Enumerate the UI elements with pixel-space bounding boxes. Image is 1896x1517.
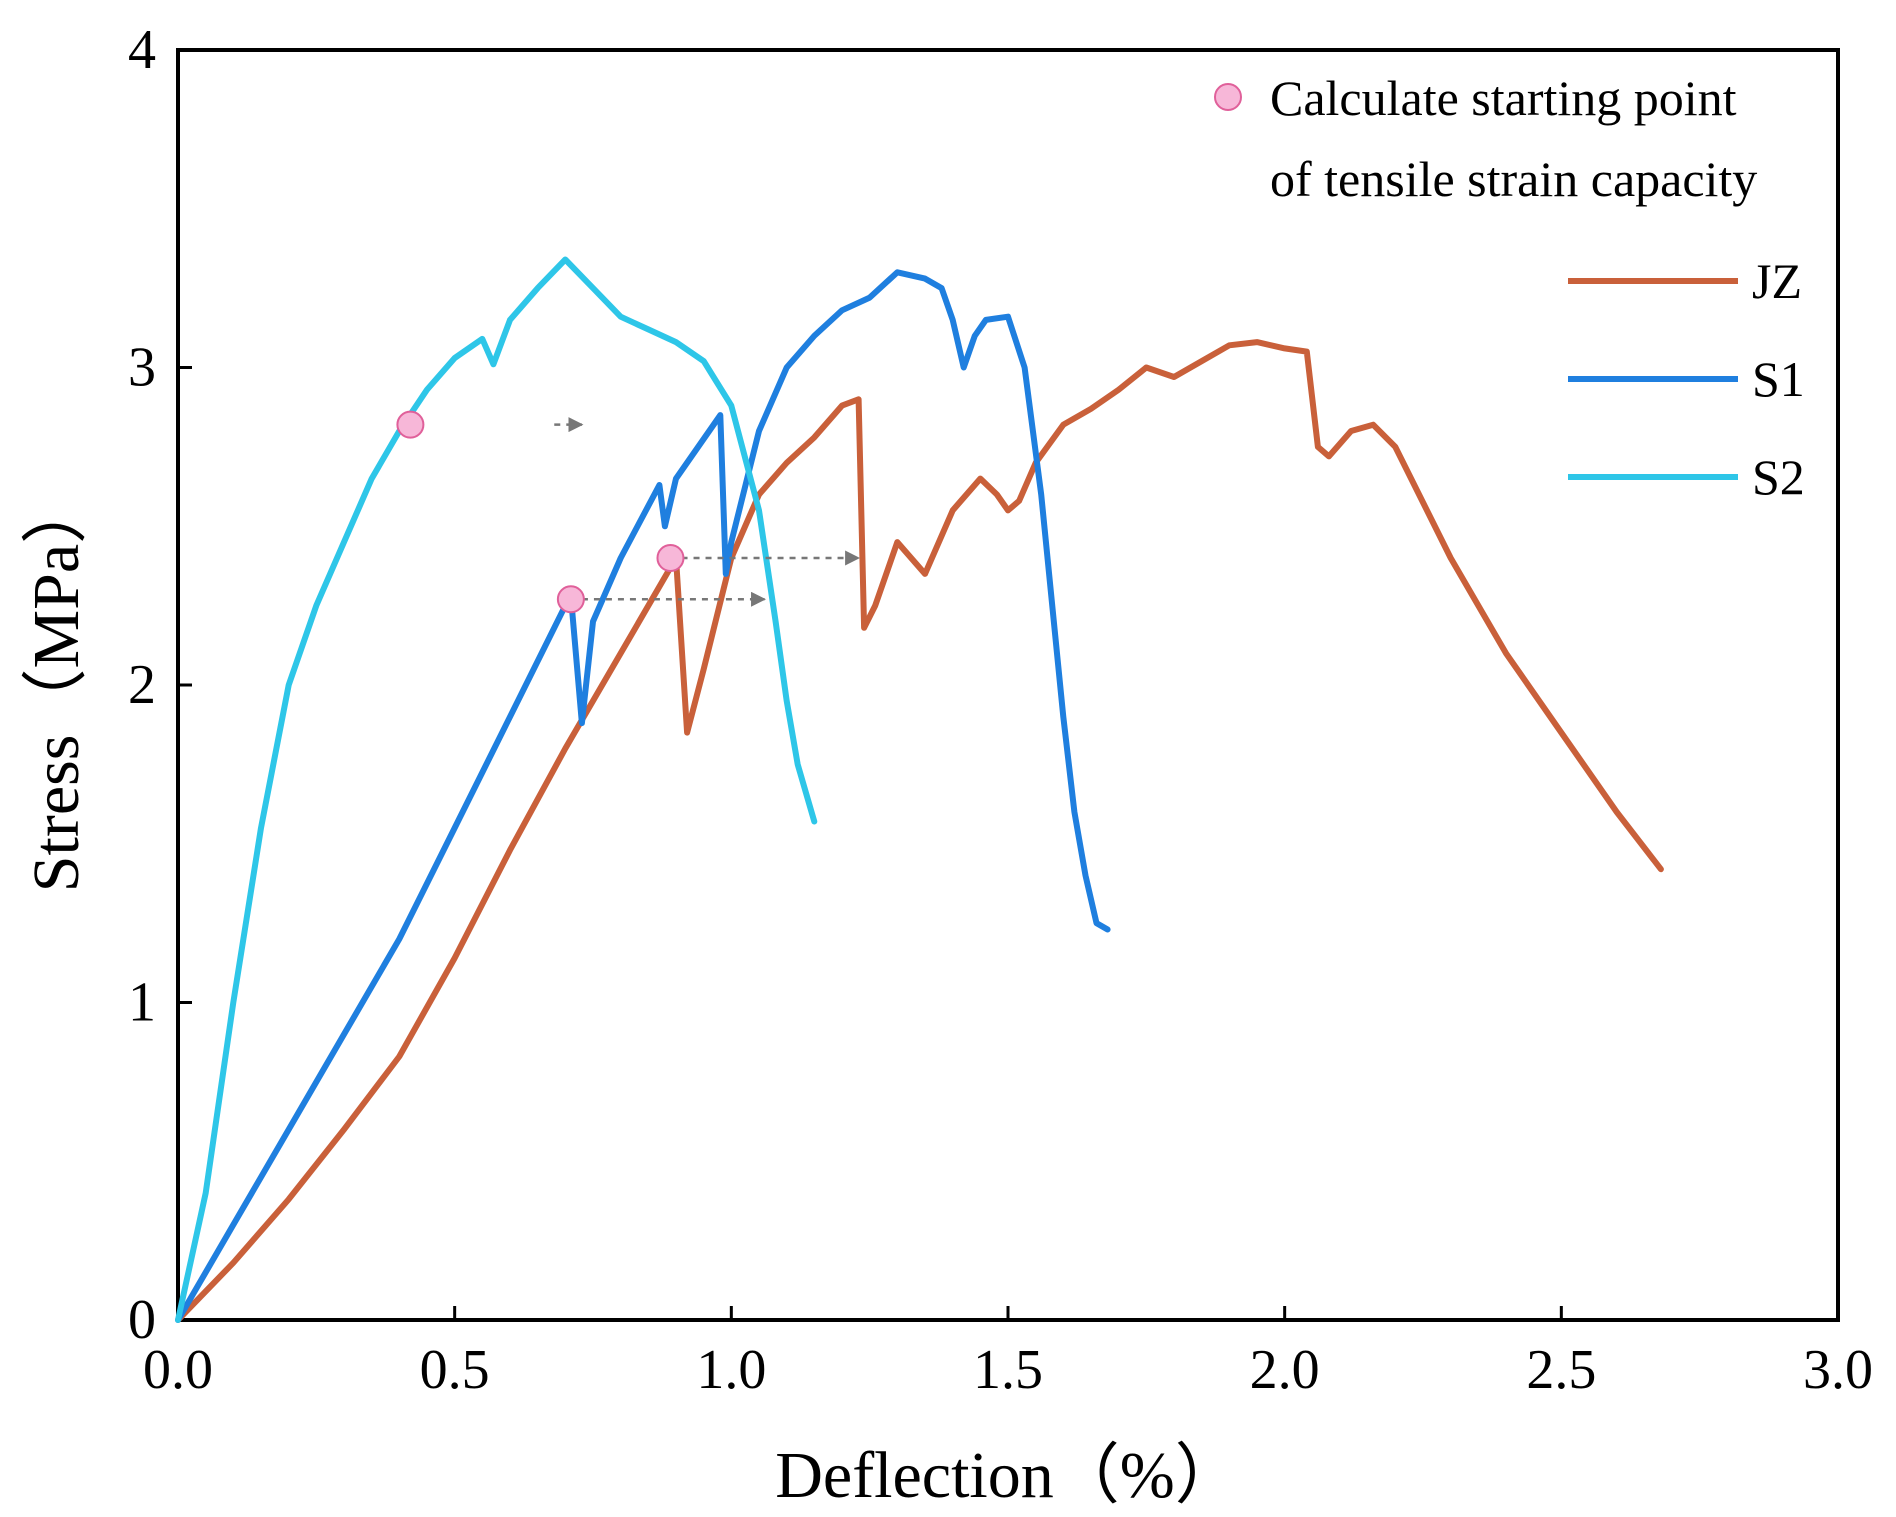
plot-frame bbox=[176, 48, 1840, 1322]
legend-label-s2: S2 bbox=[1752, 449, 1805, 505]
series-line-s2 bbox=[175, 256, 818, 1323]
x-tick-label: 1.5 bbox=[973, 1339, 1043, 1401]
series-line-jz bbox=[175, 339, 1664, 1323]
legend-marker-label-line2: of tensile strain capacity bbox=[1270, 151, 1757, 207]
x-tick-label: 0.5 bbox=[420, 1339, 490, 1401]
legend-label-jz: JZ bbox=[1752, 253, 1802, 309]
legend-marker-starting-point bbox=[1214, 83, 1242, 111]
y-tick-label: 0 bbox=[128, 1289, 156, 1351]
y-tick-label: 4 bbox=[128, 19, 156, 81]
axis-ticks: 0.0 0.5 1.0 1.5 2.0 2.5 3.0 0 1 2 3 4 bbox=[128, 19, 1873, 1401]
y-tick-label: 2 bbox=[128, 654, 156, 716]
starting-point-s2 bbox=[396, 410, 425, 439]
x-tick-label: 2.5 bbox=[1526, 1339, 1596, 1401]
series-line-s1 bbox=[175, 269, 1111, 1323]
y-tick-label: 1 bbox=[128, 972, 156, 1034]
arrow-annotations bbox=[554, 417, 861, 607]
x-axis-title: Deflection（%） bbox=[775, 1439, 1241, 1512]
starting-point-markers bbox=[396, 410, 685, 614]
starting-point-s1 bbox=[556, 585, 585, 614]
legend: Calculate starting point of tensile stra… bbox=[1214, 70, 1805, 505]
y-tick-label: 3 bbox=[128, 337, 156, 399]
series-lines bbox=[175, 256, 1664, 1323]
legend-marker-label-line1: Calculate starting point bbox=[1270, 70, 1737, 126]
x-tick-label: 2.0 bbox=[1250, 1339, 1320, 1401]
legend-series: JZ S1 S2 bbox=[1568, 253, 1805, 505]
x-tick-label: 1.0 bbox=[696, 1339, 766, 1401]
x-tick-label: 3.0 bbox=[1803, 1339, 1873, 1401]
y-axis-title: Stress（MPa） bbox=[20, 478, 93, 892]
starting-point-jz bbox=[656, 544, 685, 572]
x-tick-label: 0.0 bbox=[143, 1339, 213, 1401]
legend-label-s1: S1 bbox=[1752, 351, 1805, 407]
